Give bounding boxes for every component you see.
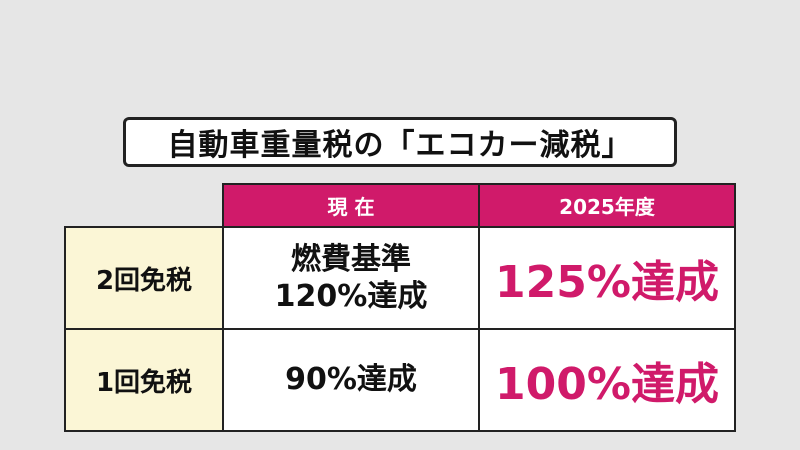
row-label-2x-exempt: 2回免税 [64,226,224,330]
row2-current-line1: 90%達成 [285,362,417,398]
row1-current-line1: 燃費基準 [291,241,411,277]
row2-current-cell: 90%達成 [222,328,480,432]
page-title: 自動車重量税の「エコカー減税」 [123,117,677,167]
header-2025: 2025年度 [478,183,736,228]
row1-current-cell: 燃費基準 120%達成 [222,226,480,330]
row1-target-cell: 125%達成 [478,226,736,330]
header-current: 現 在 [222,183,480,228]
row2-target-cell: 100%達成 [478,328,736,432]
row1-current-line2: 120%達成 [274,279,428,314]
row-label-1x-exempt: 1回免税 [64,328,224,432]
